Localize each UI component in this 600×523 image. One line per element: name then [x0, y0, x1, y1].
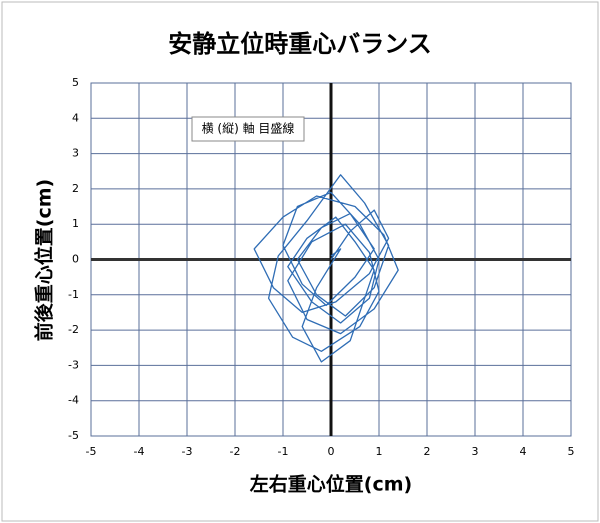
x-tick-label: -5	[86, 445, 97, 458]
y-tick-label: 0	[72, 253, 79, 266]
y-tick-label: -3	[68, 358, 79, 371]
x-tick-label: -2	[230, 445, 241, 458]
x-tick-label: -4	[134, 445, 145, 458]
y-tick-label: -5	[68, 429, 79, 442]
y-tick-label: -2	[68, 323, 79, 336]
x-tick-label: 5	[568, 445, 575, 458]
y-tick-label: -4	[68, 394, 79, 407]
x-tick-label: 2	[424, 445, 431, 458]
x-tick-label: 1	[376, 445, 383, 458]
y-tick-label: -1	[68, 288, 79, 301]
y-tick-label: 2	[72, 182, 79, 195]
y-axis-label: 前後重心位置(cm)	[33, 179, 56, 341]
data-line	[253, 174, 399, 363]
y-tick-label: 4	[72, 111, 79, 124]
x-tick-label: 0	[328, 445, 335, 458]
chart-title: 安静立位時重心バランス	[168, 30, 432, 58]
annotation-box	[191, 116, 305, 142]
y-tick-label: 5	[72, 76, 79, 89]
x-tick-label: -3	[182, 445, 193, 458]
y-tick-label: 3	[72, 147, 79, 160]
x-axis-label: 左右重心位置(cm)	[250, 473, 412, 496]
annotation: 横 (縦) 軸 目盛線	[202, 121, 295, 136]
x-tick-label: -1	[278, 445, 289, 458]
y-tick-label: 1	[72, 217, 79, 230]
plot-area: -5 -4 -3 -2 -1 0 1 2 3 4 5 -5 -4 -3 -2 -1 0 1 2 3 4 5	[68, 76, 574, 458]
x-tick-label: 4	[520, 445, 527, 458]
x-tick-label: 3	[472, 445, 479, 458]
